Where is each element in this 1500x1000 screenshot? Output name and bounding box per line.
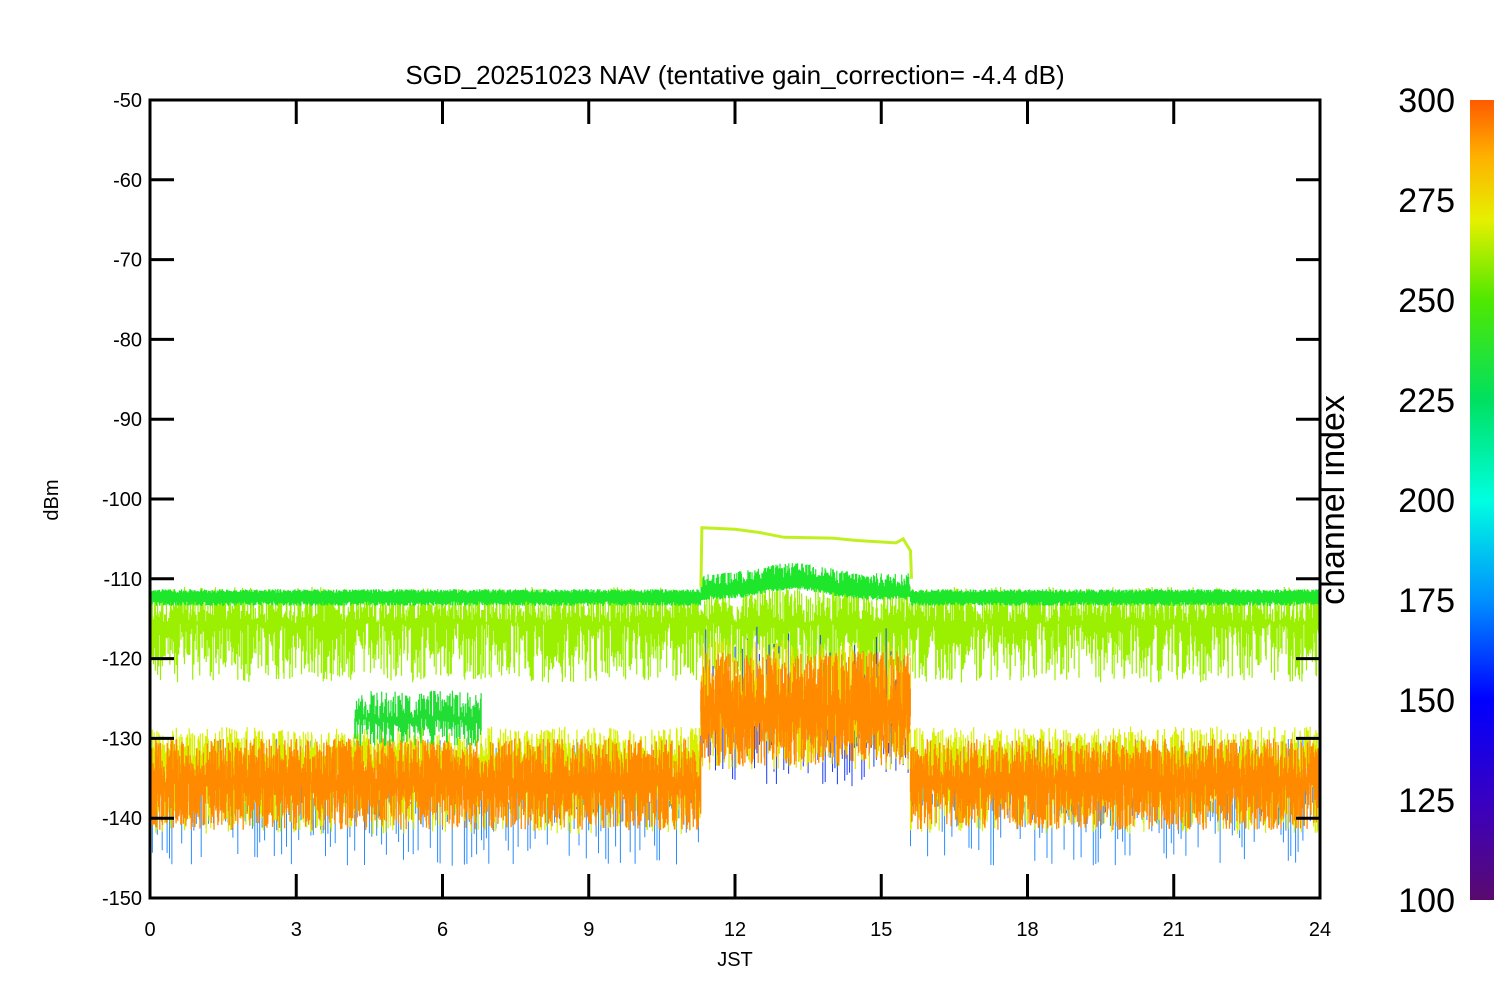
x-tick-label: 15 <box>870 919 892 941</box>
y-tick-label: -80 <box>113 329 142 351</box>
x-axis: 0 3 6 9 12 15 18 21 24 <box>144 100 1331 941</box>
colorbar-ticks: 300 275 250 225 200 175 150 125 100 <box>1398 82 1455 920</box>
plot-data-area <box>150 526 1320 866</box>
y-tick-label: -100 <box>102 489 142 511</box>
x-tick-label: 0 <box>144 919 155 941</box>
y-tick-label: -90 <box>113 409 142 431</box>
y-axis-label: dBm <box>41 479 63 520</box>
series-noise-floor <box>150 738 702 831</box>
colorbar-tick-label: 275 <box>1398 182 1455 220</box>
series-noise-floor <box>700 651 911 767</box>
x-tick-label: 6 <box>437 919 448 941</box>
y-tick-label: -110 <box>103 569 142 591</box>
colorbar <box>1470 100 1494 900</box>
colorbar-tick-label: 125 <box>1398 782 1455 820</box>
x-axis-label: JST <box>717 949 753 971</box>
y-tick-label: -120 <box>102 649 142 671</box>
colorbar-tick-label: 225 <box>1398 382 1455 420</box>
colorbar-tick-label: 250 <box>1398 282 1455 320</box>
series-burst <box>354 690 482 747</box>
x-tick-label: 18 <box>1016 919 1038 941</box>
series-band-230 <box>150 563 1320 606</box>
colorbar-tick-label: 300 <box>1398 82 1455 120</box>
y-tick-label: -130 <box>102 728 142 750</box>
x-tick-label: 24 <box>1309 919 1331 941</box>
colorbar-label: channel index <box>1314 395 1352 605</box>
x-tick-label: 21 <box>1163 919 1185 941</box>
y-tick-label: -50 <box>113 90 142 112</box>
colorbar-tick-label: 175 <box>1398 582 1455 620</box>
chart-title: SGD_20251023 NAV (tentative gain_correct… <box>405 60 1064 90</box>
colorbar-tick-label: 100 <box>1398 882 1455 920</box>
colorbar-tick-label: 150 <box>1398 682 1455 720</box>
colorbar-tick-label: 200 <box>1398 482 1455 520</box>
x-tick-label: 12 <box>724 919 746 941</box>
y-tick-label: -70 <box>113 250 142 272</box>
y-axis: -50 -60 -70 -80 -90 -100 -110 -120 -130 -140 -150 <box>102 90 1320 910</box>
series-band-255 <box>150 586 1320 683</box>
x-tick-label: 9 <box>583 919 594 941</box>
x-tick-label: 3 <box>291 919 302 941</box>
y-tick-label: -60 <box>113 170 142 192</box>
series-carrier <box>699 526 913 587</box>
y-tick-label: -150 <box>102 888 142 910</box>
series-noise-floor <box>909 738 1320 831</box>
y-tick-label: -140 <box>102 808 142 830</box>
